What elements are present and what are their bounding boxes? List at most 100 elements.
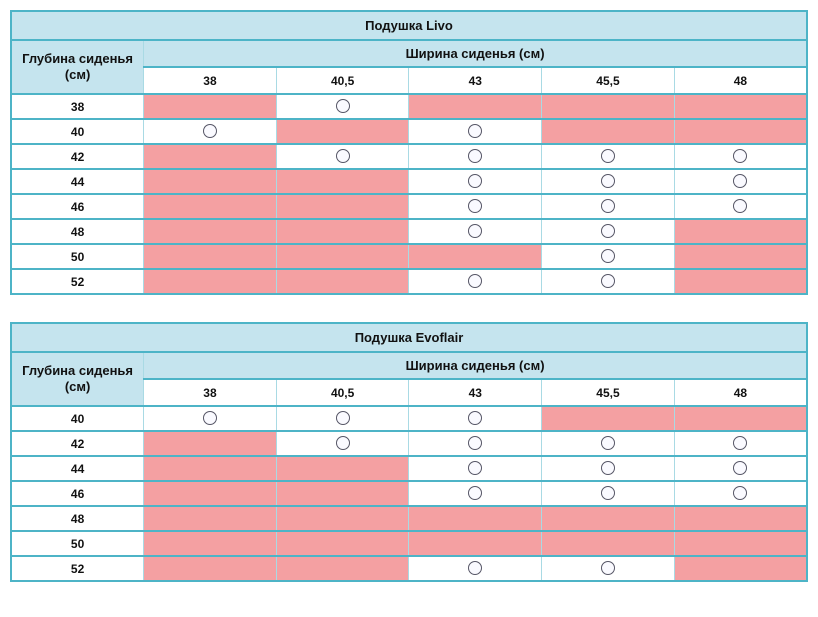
unavailable-cell — [275, 455, 410, 482]
available-cell — [541, 168, 675, 195]
depth-row-label: 52 — [10, 555, 145, 582]
unavailable-cell — [143, 505, 277, 532]
circle-outline-icon — [600, 561, 615, 576]
unavailable-cell — [541, 530, 675, 557]
depth-row-label: 44 — [10, 168, 145, 195]
available-cell — [673, 480, 808, 507]
table-title-row: Подушка Evoflair — [10, 322, 808, 353]
unavailable-cell — [275, 480, 410, 507]
width-col-header: 38 — [143, 66, 277, 95]
width-col-header: 40,5 — [275, 66, 410, 95]
circle-outline-icon — [468, 199, 483, 214]
unavailable-cell — [673, 530, 808, 557]
available-cell — [143, 118, 277, 145]
width-col-header: 43 — [408, 378, 543, 407]
table-title: Подушка Livo — [10, 10, 808, 41]
available-cell — [541, 268, 675, 295]
available-cell — [541, 243, 675, 270]
header-row: Глубина сиденья (см) Ширина сиденья (см) — [10, 39, 808, 95]
circle-outline-icon — [468, 124, 483, 139]
unavailable-cell — [408, 243, 543, 270]
unavailable-cell — [673, 93, 808, 120]
circle-outline-icon — [733, 199, 748, 214]
depth-row-label: 50 — [10, 530, 145, 557]
unavailable-cell — [541, 505, 675, 532]
depth-header: Глубина сиденья (см) — [10, 351, 145, 407]
available-cell — [541, 218, 675, 245]
circle-outline-icon — [733, 461, 748, 476]
available-cell — [408, 168, 543, 195]
depth-header: Глубина сиденья (см) — [10, 39, 145, 95]
unavailable-cell — [275, 218, 410, 245]
unavailable-cell — [275, 118, 410, 145]
table-row: 40 — [10, 405, 808, 432]
circle-outline-icon — [733, 436, 748, 451]
circle-outline-icon — [600, 149, 615, 164]
unavailable-cell — [673, 243, 808, 270]
unavailable-cell — [408, 93, 543, 120]
circle-outline-icon — [468, 461, 483, 476]
unavailable-cell — [275, 530, 410, 557]
unavailable-cell — [541, 405, 675, 432]
width-columns-row: 38 40,5 43 45,5 48 — [11, 66, 808, 95]
table-row: 46 — [10, 193, 808, 220]
unavailable-cell — [673, 118, 808, 145]
width-col-header: 38 — [143, 378, 277, 407]
unavailable-cell — [143, 168, 277, 195]
unavailable-cell — [673, 405, 808, 432]
available-cell — [408, 118, 543, 145]
unavailable-cell — [275, 555, 410, 582]
evoflair-size-table: Подушка Evoflair Глубина сиденья (см) Ши… — [10, 322, 808, 582]
circle-outline-icon — [600, 436, 615, 451]
available-cell — [541, 555, 675, 582]
available-cell — [408, 405, 543, 432]
depth-row-label: 42 — [10, 430, 145, 457]
available-cell — [541, 480, 675, 507]
table-row: 52 — [10, 268, 808, 295]
available-cell — [541, 193, 675, 220]
circle-outline-icon — [733, 174, 748, 189]
unavailable-cell — [143, 430, 277, 457]
circle-outline-icon — [335, 99, 350, 114]
unavailable-cell — [143, 455, 277, 482]
unavailable-cell — [143, 530, 277, 557]
unavailable-cell — [143, 93, 277, 120]
available-cell — [408, 555, 543, 582]
unavailable-cell — [673, 218, 808, 245]
table-row: 40 — [10, 118, 808, 145]
circle-outline-icon — [335, 411, 350, 426]
table-title-row: Подушка Livo — [10, 10, 808, 41]
depth-row-label: 52 — [10, 268, 145, 295]
circle-outline-icon — [600, 174, 615, 189]
available-cell — [408, 218, 543, 245]
circle-outline-icon — [600, 249, 615, 264]
unavailable-cell — [275, 193, 410, 220]
depth-row-label: 40 — [10, 405, 145, 432]
available-cell — [408, 480, 543, 507]
circle-outline-icon — [468, 486, 483, 501]
unavailable-cell — [408, 505, 543, 532]
circle-outline-icon — [468, 274, 483, 289]
table-row: 48 — [10, 505, 808, 532]
width-col-header: 48 — [673, 66, 808, 95]
width-columns-row: 38 40,5 43 45,5 48 — [11, 378, 808, 407]
available-cell — [408, 430, 543, 457]
unavailable-cell — [275, 268, 410, 295]
unavailable-cell — [673, 505, 808, 532]
depth-row-label: 50 — [10, 243, 145, 270]
circle-outline-icon — [202, 124, 217, 139]
width-col-header: 45,5 — [541, 66, 675, 95]
available-cell — [275, 93, 410, 120]
unavailable-cell — [143, 193, 277, 220]
table-row: 42 — [10, 143, 808, 170]
depth-row-label: 48 — [10, 505, 145, 532]
depth-row-label: 46 — [10, 193, 145, 220]
circle-outline-icon — [468, 436, 483, 451]
available-cell — [673, 430, 808, 457]
width-col-header: 45,5 — [541, 378, 675, 407]
unavailable-cell — [143, 143, 277, 170]
available-cell — [408, 193, 543, 220]
table-row: 46 — [10, 480, 808, 507]
available-cell — [408, 455, 543, 482]
available-cell — [408, 143, 543, 170]
